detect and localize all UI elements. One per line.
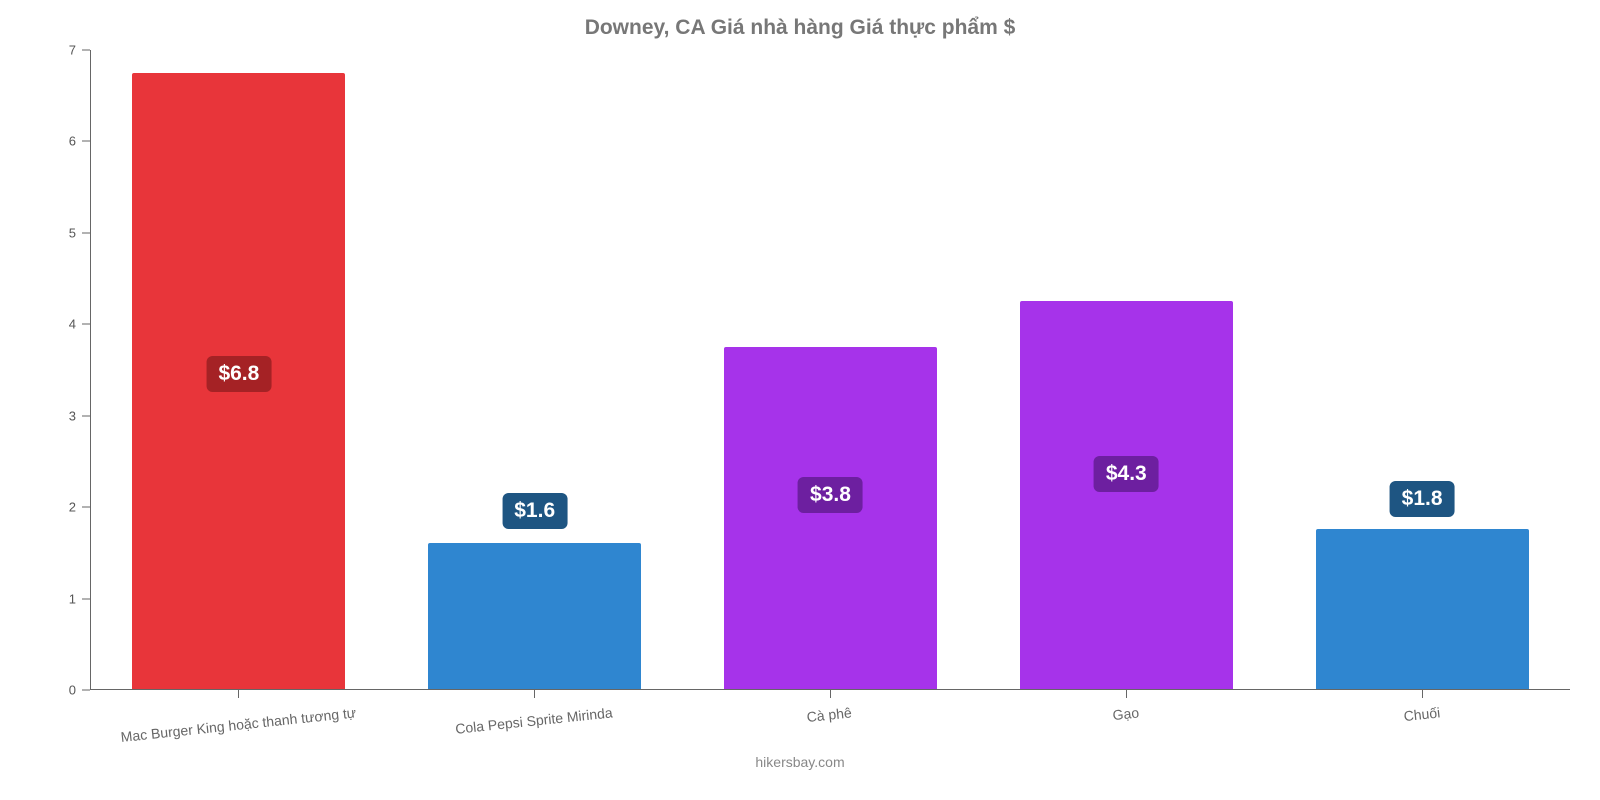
chart-title: Downey, CA Giá nhà hàng Giá thực phẩm $ xyxy=(30,16,1570,40)
bar-value-badge: $4.3 xyxy=(1094,456,1159,492)
bar-slot: $6.8 xyxy=(91,50,387,689)
y-tick-mark xyxy=(82,507,90,508)
y-tick-label: 5 xyxy=(69,225,82,240)
x-tick-mark xyxy=(238,690,239,698)
attribution-text: hikersbay.com xyxy=(30,754,1570,770)
x-label-slot: Cà phê xyxy=(682,698,978,720)
y-tick-mark xyxy=(82,50,90,51)
y-tick: 6 xyxy=(30,134,90,149)
y-tick-label: 6 xyxy=(69,134,82,149)
y-tick: 1 xyxy=(30,591,90,606)
y-tick-mark xyxy=(82,324,90,325)
bar: $4.3 xyxy=(1020,301,1233,689)
y-tick-mark xyxy=(82,415,90,416)
x-tick-row xyxy=(90,690,1570,698)
bar-slot: $4.3 xyxy=(978,50,1274,689)
bar-value-badge: $1.6 xyxy=(502,493,567,529)
bar-slot: $1.6 xyxy=(387,50,683,689)
y-tick-label: 0 xyxy=(69,683,82,698)
y-tick-label: 2 xyxy=(69,500,82,515)
bar: $1.6 xyxy=(428,543,641,689)
x-axis-label: Gạo xyxy=(1111,698,1144,723)
y-tick-mark xyxy=(82,232,90,233)
x-axis-label: Chuối xyxy=(1402,698,1445,724)
x-tick-slot xyxy=(386,690,682,698)
plot-area: $6.8 $1.6 $3.8 $4.3 $1.8 xyxy=(90,50,1570,690)
x-tick-mark xyxy=(1422,690,1423,698)
y-tick: 4 xyxy=(30,317,90,332)
x-axis-labels: Mac Burger King hoặc thanh tương tựCola … xyxy=(90,698,1570,720)
x-label-slot: Cola Pepsi Sprite Mirinda xyxy=(386,698,682,720)
x-tick-mark xyxy=(1126,690,1127,698)
bar-value-badge: $3.8 xyxy=(798,477,863,513)
bar: $6.8 xyxy=(132,73,345,689)
y-tick: 7 xyxy=(30,43,90,58)
x-axis-label: Cola Pepsi Sprite Mirinda xyxy=(454,698,617,737)
x-label-slot: Gạo xyxy=(978,698,1274,720)
x-tick-slot xyxy=(1274,690,1570,698)
bar: $3.8 xyxy=(724,347,937,689)
x-tick-mark xyxy=(830,690,831,698)
y-tick-label: 1 xyxy=(69,591,82,606)
x-axis-label: Mac Burger King hoặc thanh tương tự xyxy=(119,698,360,745)
x-tick-mark xyxy=(534,690,535,698)
y-tick-label: 4 xyxy=(69,317,82,332)
y-tick-label: 3 xyxy=(69,408,82,423)
x-tick-slot xyxy=(682,690,978,698)
y-tick: 5 xyxy=(30,225,90,240)
y-tick-label: 7 xyxy=(69,43,82,58)
x-label-slot: Mac Burger King hoặc thanh tương tự xyxy=(90,698,386,720)
bar-value-badge: $6.8 xyxy=(206,356,271,392)
x-tick-slot xyxy=(90,690,386,698)
y-axis: 01234567 xyxy=(30,50,90,690)
y-tick: 0 xyxy=(30,683,90,698)
bar-value-badge: $1.8 xyxy=(1390,481,1455,517)
bar-slot: $3.8 xyxy=(683,50,979,689)
bar-slot: $1.8 xyxy=(1274,50,1570,689)
y-tick: 2 xyxy=(30,500,90,515)
x-label-slot: Chuối xyxy=(1274,698,1570,720)
plot-row: 01234567 $6.8$1.6$3.8$4.3$1.8 xyxy=(30,50,1570,690)
y-tick-mark xyxy=(82,141,90,142)
y-tick-mark xyxy=(82,690,90,691)
y-tick: 3 xyxy=(30,408,90,423)
y-tick-mark xyxy=(82,598,90,599)
x-tick-slot xyxy=(978,690,1274,698)
x-axis-label: Cà phê xyxy=(806,698,857,725)
bar: $1.8 xyxy=(1316,529,1529,689)
price-bar-chart: Downey, CA Giá nhà hàng Giá thực phẩm $ … xyxy=(0,0,1600,800)
